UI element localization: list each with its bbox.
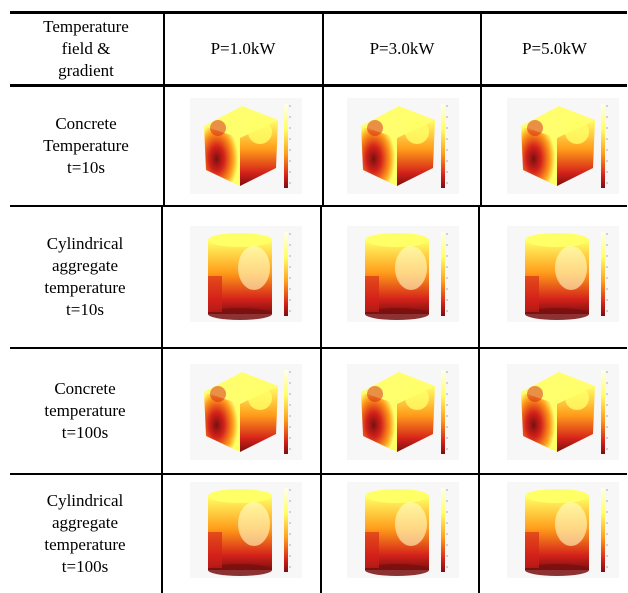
plot-r2-c1 — [190, 226, 302, 322]
row-rule-2 — [10, 347, 627, 349]
row-label-3: Concrete temperature t=100s — [44, 378, 126, 443]
plot-r1-c3 — [507, 98, 619, 194]
plot-r3-c1 — [190, 364, 302, 460]
row-label-2: Cylindrical aggregate temperature t=10s — [44, 233, 126, 320]
col-rule-3a — [480, 11, 482, 207]
plot-r2-c3 — [507, 226, 619, 322]
row-label-1: Concrete Temperature t=10s — [43, 113, 129, 178]
plot-r4-c3 — [507, 482, 619, 578]
column-header-3: P=5.0kW — [522, 38, 587, 58]
row-label-4: Cylindrical aggregate temperature t=100s — [44, 490, 126, 577]
row-rule-1 — [10, 205, 627, 207]
corner-header: Temperature field & gradient — [43, 16, 129, 81]
col-rule-2a — [322, 11, 324, 207]
col-rule-1b — [161, 205, 163, 593]
plot-r3-c3 — [507, 364, 619, 460]
plot-r2-c2 — [347, 226, 459, 322]
table-top-rule — [10, 11, 627, 14]
plot-r1-c2 — [347, 98, 459, 194]
col-rule-1a — [163, 11, 165, 207]
plot-r4-c1 — [190, 482, 302, 578]
col-rule-3b — [478, 205, 480, 593]
plot-r4-c2 — [347, 482, 459, 578]
header-rule — [10, 84, 627, 87]
column-header-1: P=1.0kW — [210, 38, 276, 58]
col-rule-2b — [320, 205, 322, 593]
plot-r3-c2 — [347, 364, 459, 460]
column-header-2: P=3.0kW — [369, 38, 435, 58]
row-rule-3 — [10, 473, 627, 475]
plot-r1-c1 — [190, 98, 302, 194]
